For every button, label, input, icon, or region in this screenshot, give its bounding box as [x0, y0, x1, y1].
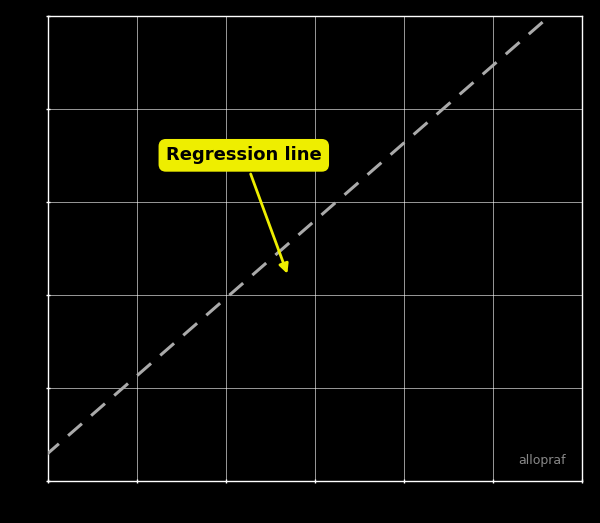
Text: allopraf: allopraf — [518, 454, 566, 467]
Text: Regression line: Regression line — [166, 146, 322, 271]
